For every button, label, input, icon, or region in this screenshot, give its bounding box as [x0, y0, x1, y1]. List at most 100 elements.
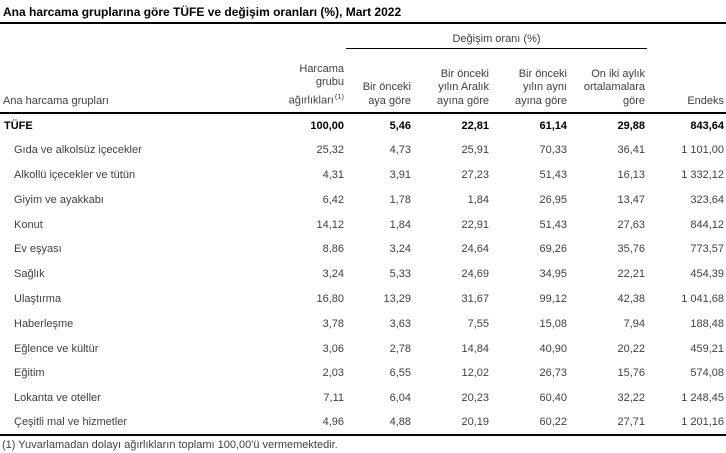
- cell-twelve-month-avg: 29,88: [617, 119, 646, 132]
- row-label: Giyim ve ayakkabı: [14, 193, 104, 206]
- cell-monthly: 3,63: [389, 317, 411, 330]
- cell-twelve-month-avg: 22,21: [617, 268, 646, 281]
- table-row: Giyim ve ayakkabı 6,42 1,78 1,84 26,95 1…: [0, 187, 726, 212]
- cell-year-over-year: 15,08: [539, 317, 567, 330]
- cell-since-december: 27,23: [461, 168, 489, 181]
- cell-weight: 3,78: [322, 317, 344, 330]
- row-label: Haberleşme: [14, 317, 74, 330]
- cell-since-december: 14,84: [461, 342, 489, 355]
- cell-since-december: 22,91: [461, 218, 489, 231]
- footnote: (1) Yuvarlamadan dolayı ağırlıkların top…: [2, 439, 338, 452]
- cell-year-over-year: 60,40: [539, 392, 567, 405]
- cell-year-over-year: 61,14: [539, 119, 567, 132]
- cell-weight: 14,12: [316, 218, 344, 231]
- col-header-since-december: Bir önceki yılın Aralık ayına göre: [413, 48, 491, 114]
- table-row: Haberleşme 3,78 3,63 7,55 15,08 7,94 188…: [0, 311, 726, 336]
- cell-monthly: 3,24: [389, 243, 411, 256]
- cell-weight: 16,80: [316, 292, 344, 305]
- cell-twelve-month-avg: 15,76: [617, 367, 646, 380]
- table-row: Eğitim 2,03 6,55 12,02 26,73 15,76 574,0…: [0, 361, 726, 386]
- cell-year-over-year: 51,43: [539, 168, 567, 181]
- cell-monthly: 5,33: [389, 268, 411, 281]
- row-label: TÜFE: [4, 119, 33, 132]
- cell-twelve-month-avg: 32,22: [617, 392, 646, 405]
- cell-since-december: 7,55: [467, 317, 489, 330]
- cell-weight: 3,24: [322, 268, 344, 281]
- col-header-twelve-month-avg: On iki aylık ortalamalara göre: [569, 48, 648, 114]
- cell-weight: 3,06: [322, 342, 344, 355]
- table-row: Konut 14,12 1,84 22,91 51,43 27,63 844,1…: [0, 212, 726, 237]
- cell-since-december: 12,02: [461, 367, 489, 380]
- row-label: Lokanta ve oteller: [14, 392, 101, 405]
- cell-monthly: 4,88: [346, 410, 413, 437]
- cell-index: 1 201,16: [647, 410, 726, 437]
- col-header-year-over-year: Bir önceki yılın aynı ayına göre: [491, 48, 569, 114]
- cell-monthly: 2,78: [389, 342, 411, 355]
- change-rate-group-header: Değişim oranı (%): [346, 24, 648, 49]
- cell-twelve-month-avg: 36,41: [617, 144, 646, 157]
- cell-since-december: 20,19: [413, 410, 491, 437]
- row-label: Gıda ve alkolsüz içecekler: [14, 144, 142, 157]
- row-label: Sağlık: [14, 268, 45, 281]
- cell-index: 574,08: [690, 367, 725, 380]
- col-header-groups: Ana harcama grupları: [0, 48, 258, 114]
- cell-since-december: 24,64: [461, 243, 489, 256]
- cell-year-over-year: 40,90: [539, 342, 567, 355]
- col-header-weights: Harcama grubu ağırlıkları(1): [258, 48, 346, 114]
- cell-monthly: 5,46: [389, 119, 411, 132]
- group-header-spacer-left: [0, 24, 346, 48]
- cell-since-december: 31,67: [461, 292, 489, 305]
- table-row: Gıda ve alkolsüz içecekler 25,32 4,73 25…: [0, 138, 726, 163]
- cell-monthly: 6,04: [389, 392, 411, 405]
- cell-weight: 4,31: [322, 168, 344, 181]
- col-header-weights-label: Harcama grubu ağırlıkları: [288, 62, 344, 107]
- footnote-marker: (1): [334, 91, 344, 101]
- cell-year-over-year: 34,95: [539, 268, 567, 281]
- cell-index: 188,48: [690, 317, 725, 330]
- cell-index: 1 248,45: [681, 392, 725, 405]
- cell-weight: 100,00: [310, 119, 344, 132]
- cell-year-over-year: 70,33: [539, 144, 567, 157]
- table-row: Ev eşyası 8,86 3,24 24,64 69,26 35,76 77…: [0, 237, 726, 262]
- row-label: Çeşitli mal ve hizmetler: [0, 410, 258, 437]
- table-row-tufe: TÜFE 100,00 5,46 22,81 61,14 29,88 843,6…: [0, 113, 726, 138]
- cell-year-over-year: 99,12: [539, 292, 567, 305]
- table-row: Sağlık 3,24 5,33 24,69 34,95 22,21 454,3…: [0, 262, 726, 287]
- cell-index: 773,57: [690, 243, 725, 256]
- cell-year-over-year: 26,95: [539, 193, 567, 206]
- col-header-index: Endeks: [647, 48, 726, 114]
- cell-year-over-year: 60,22: [491, 410, 569, 437]
- table-body: TÜFE 100,00 5,46 22,81 61,14 29,88 843,6…: [0, 113, 726, 437]
- cell-index: 1 332,12: [681, 168, 725, 181]
- cell-twelve-month-avg: 16,13: [617, 168, 646, 181]
- row-label: Eğitim: [14, 367, 45, 380]
- cell-twelve-month-avg: 42,38: [617, 292, 646, 305]
- column-header-row: Ana harcama grupları Harcama grubu ağırl…: [0, 48, 726, 114]
- cell-since-december: 24,69: [461, 268, 489, 281]
- cell-twelve-month-avg: 20,22: [617, 342, 646, 355]
- cell-monthly: 1,84: [389, 218, 411, 231]
- group-header-row: Değişim oranı (%): [0, 24, 726, 49]
- cell-since-december: 1,84: [467, 193, 489, 206]
- cell-weight: 4,96: [258, 410, 346, 437]
- cell-twelve-month-avg: 27,71: [569, 410, 648, 437]
- cell-year-over-year: 69,26: [539, 243, 567, 256]
- cell-twelve-month-avg: 7,94: [623, 317, 646, 330]
- cell-since-december: 22,81: [461, 119, 489, 132]
- cell-since-december: 20,23: [461, 392, 489, 405]
- row-label: Ulaştırma: [14, 292, 62, 305]
- cell-index: 459,21: [690, 342, 725, 355]
- cell-year-over-year: 51,43: [539, 218, 567, 231]
- tufe-table: Değişim oranı (%) Ana harcama grupları H…: [0, 24, 726, 437]
- row-label: Ev eşyası: [14, 243, 62, 256]
- col-header-monthly: Bir önceki aya göre: [346, 48, 413, 114]
- cell-monthly: 6,55: [389, 367, 411, 380]
- table-row: Lokanta ve oteller 7,11 6,04 20,23 60,40…: [0, 386, 726, 411]
- cell-monthly: 1,78: [389, 193, 411, 206]
- cell-index: 843,64: [690, 119, 725, 132]
- row-label: Alkollü içecekler ve tütün: [14, 168, 136, 181]
- cell-index: 844,12: [690, 218, 725, 231]
- cell-weight: 7,11: [323, 392, 344, 405]
- table-row: Çeşitli mal ve hizmetler 4,96 4,88 20,19…: [0, 410, 726, 437]
